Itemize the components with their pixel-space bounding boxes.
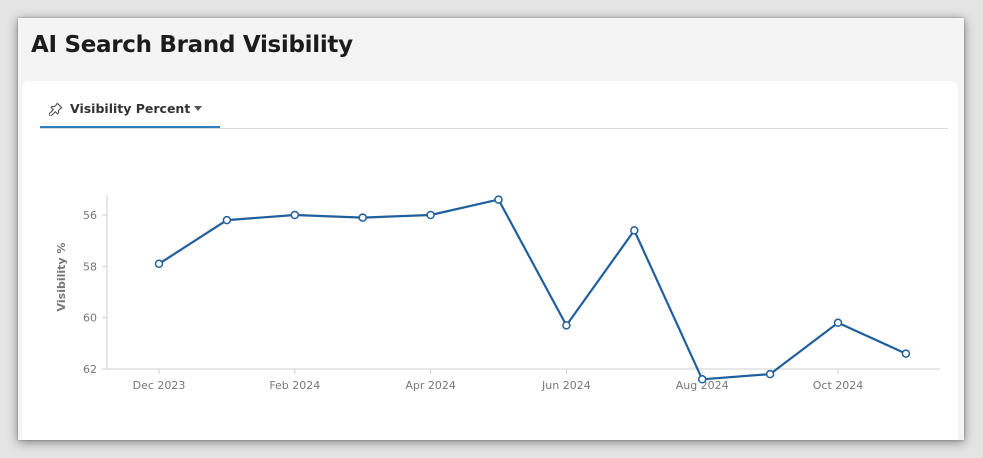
tab-label: Visibility Percent — [70, 101, 191, 116]
data-point[interactable] — [494, 195, 503, 204]
caret-down-icon[interactable] — [193, 103, 203, 113]
tab-visibility-percent[interactable]: Visibility Percent — [40, 99, 220, 128]
x-tick-label: Jun 2024 — [541, 379, 591, 392]
line-chart: Visibility % 56 58 60 62 Dec 2023 Feb 2024 Ap… — [55, 195, 940, 392]
y-tick-label: 60 — [83, 312, 97, 325]
data-point[interactable] — [290, 210, 300, 220]
series-line — [158, 198, 907, 381]
data-point[interactable] — [765, 369, 775, 379]
data-point[interactable] — [562, 321, 571, 330]
data-point[interactable] — [154, 259, 164, 269]
data-point[interactable] — [697, 375, 707, 384]
x-ticks: Dec 2023 Feb 2024 Apr 2024 Jun 2024 Aug 2024… — [133, 369, 864, 392]
data-point[interactable] — [222, 215, 232, 225]
page-title: AI Search Brand Visibility — [31, 32, 353, 58]
data-point[interactable] — [833, 318, 843, 328]
data-points — [154, 195, 911, 384]
data-point[interactable] — [426, 210, 435, 220]
pin-icon — [49, 102, 63, 116]
y-tick-label: 56 — [83, 209, 97, 222]
data-point[interactable] — [630, 226, 639, 235]
x-tick-label: Oct 2024 — [813, 379, 864, 392]
x-tick-label: Aug 2024 — [676, 379, 729, 392]
data-point[interactable] — [901, 349, 911, 358]
app-window: AI Search Brand Visibility Visibility Pe… — [18, 18, 964, 440]
chart-card: Visibility Percent Visibility % 56 58 60 62… — [22, 81, 958, 440]
y-axis-label: Visibility % — [55, 243, 68, 312]
x-tick-label: Apr 2024 — [405, 379, 456, 392]
y-ticks: 56 58 60 62 — [83, 209, 107, 376]
y-tick-label: 62 — [83, 363, 97, 376]
x-tick-label: Feb 2024 — [269, 379, 320, 392]
data-point[interactable] — [358, 213, 367, 222]
y-tick-label: 58 — [83, 260, 97, 273]
tab-bar: Visibility Percent — [40, 99, 948, 129]
x-tick-label: Dec 2023 — [133, 379, 186, 392]
